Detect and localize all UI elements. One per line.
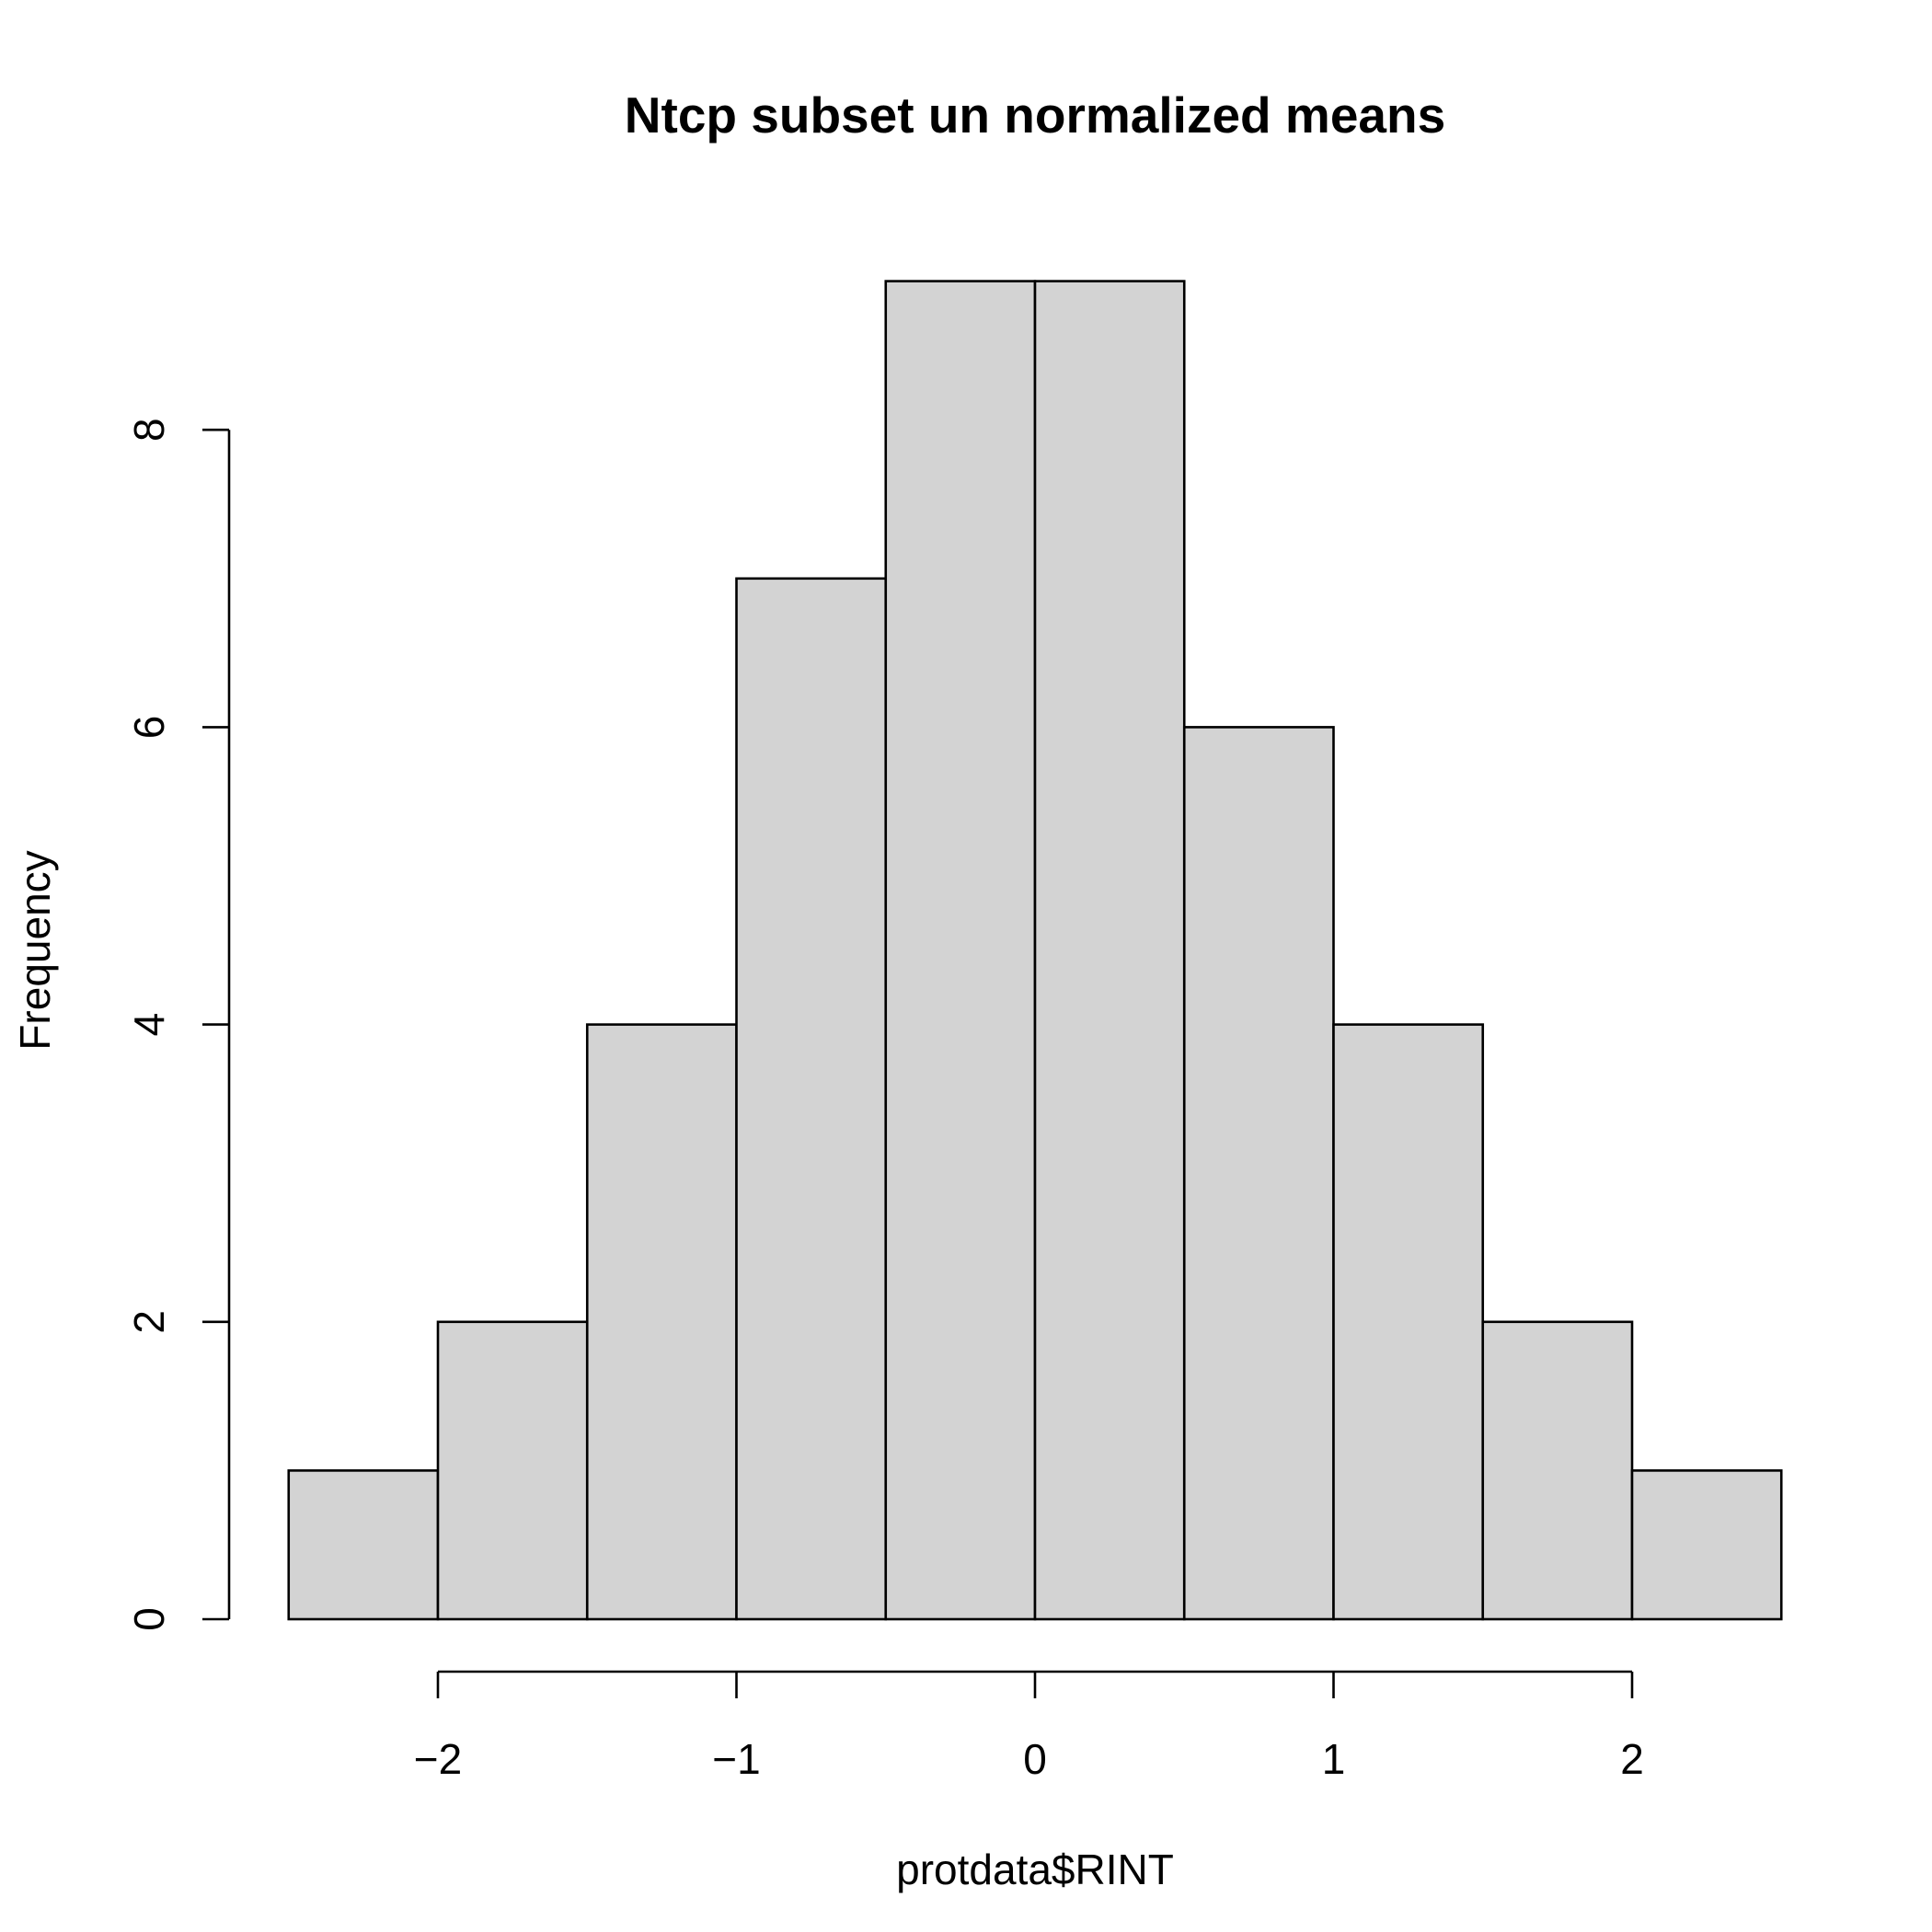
histogram-bar-8 — [1481, 1320, 1634, 1621]
histogram-bar-0 — [287, 1469, 440, 1621]
histogram-bar-2 — [585, 1023, 738, 1621]
histogram-bar-6 — [1182, 726, 1335, 1621]
x-tick-label-0: −2 — [414, 1735, 462, 1783]
x-tick-label-3: 1 — [1322, 1735, 1346, 1783]
x-tick-label-4: 2 — [1620, 1735, 1644, 1783]
x-axis-label: protdata$RINT — [896, 1846, 1174, 1893]
histogram-bar-1 — [436, 1320, 589, 1621]
x-tick-label-1: −1 — [712, 1735, 760, 1783]
y-tick-label-0: 0 — [125, 1607, 173, 1631]
bars-group — [287, 280, 1783, 1621]
x-axis: −2 −1 0 1 2 — [414, 1670, 1644, 1783]
histogram-bar-3 — [735, 577, 888, 1621]
y-axis: 0 2 4 6 8 — [125, 418, 231, 1631]
y-axis-label: Frequency — [11, 850, 59, 1050]
y-tick-label-3: 6 — [125, 716, 173, 740]
histogram-bar-5 — [1033, 280, 1186, 1621]
chart-title: Ntcp subset un normalized means — [625, 86, 1445, 144]
y-tick-label-1: 2 — [125, 1310, 173, 1334]
y-tick-label-4: 8 — [125, 418, 173, 442]
histogram-bar-9 — [1630, 1469, 1783, 1621]
y-tick-label-2: 4 — [125, 1013, 173, 1037]
histogram-bar-4 — [884, 280, 1037, 1621]
x-tick-label-2: 0 — [1023, 1735, 1047, 1783]
histogram-bar-7 — [1332, 1023, 1485, 1621]
